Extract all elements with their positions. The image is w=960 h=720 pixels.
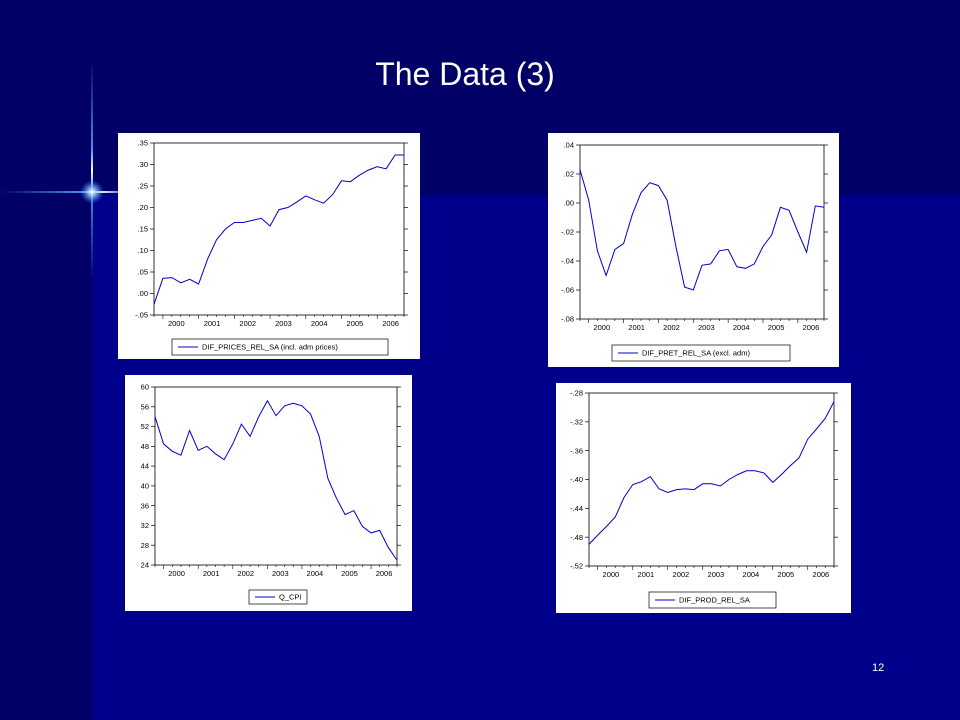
series-line [588, 401, 835, 545]
sparkle-glow [80, 180, 104, 204]
y-tick-label: 52 [141, 422, 149, 431]
x-tick-label: 2004 [743, 570, 760, 579]
y-tick-label: 56 [141, 402, 149, 411]
y-tick-label: 48 [141, 442, 149, 451]
y-tick-label: .30 [138, 160, 148, 169]
legend-box [171, 338, 389, 356]
sparkle-vertical-beam [91, 60, 93, 280]
plot-frame [588, 392, 835, 567]
legend-label: DIF_PRICES_REL_SA (incl. adm prices) [202, 343, 338, 352]
y-tick-label: 40 [141, 481, 149, 490]
x-tick-label: 2006 [382, 319, 399, 328]
y-tick-label: -.40 [570, 475, 583, 484]
x-tick-label: 2000 [168, 319, 185, 328]
y-tick-label: .05 [138, 268, 148, 277]
y-tick-label: 60 [141, 383, 149, 392]
y-tick-label: -.48 [570, 533, 583, 542]
chart-dif-pret: -.08 -.06 -.04 -.02 .00 .02 .04 2000 2001 2002 200… [548, 133, 839, 367]
y-tick-label: .25 [138, 182, 148, 191]
chart-dif-prod: -.52 -.48 -.44 -.40 -.36 -.32 -.28 2000 2001 2002… [556, 383, 851, 613]
y-tick-label: .15 [138, 225, 148, 234]
x-tick-label: 2000 [603, 570, 620, 579]
x-tick-label: 2004 [733, 323, 750, 332]
y-tick-label: 28 [141, 541, 149, 550]
x-tick-label: 2005 [347, 319, 364, 328]
x-tick-label: 2000 [168, 569, 185, 578]
slide-title: The Data (3) [375, 56, 555, 92]
y-tick-label: .02 [564, 170, 574, 179]
y-tick-label: .00 [564, 199, 574, 208]
x-tick-label: 2006 [376, 569, 393, 578]
series-line [579, 169, 825, 291]
x-tick-label: 2001 [203, 569, 220, 578]
plot-frame [154, 386, 398, 566]
x-tick-label: 2005 [778, 570, 795, 579]
chart-dif-pret-svg: -.08 -.06 -.04 -.02 .00 .02 .04 2000 2001 2002 200… [561, 141, 828, 362]
y-tick-label: -.28 [570, 389, 583, 398]
y-tick-label: .20 [138, 203, 148, 212]
series-line [153, 154, 404, 305]
chart-dif-prod-svg: -.52 -.48 -.44 -.40 -.36 -.32 -.28 2000 2001 2002… [570, 389, 838, 609]
y-tick-label: 36 [141, 501, 149, 510]
chart-q-cpi: 24 28 32 36 40 44 48 52 56 60 2000 2001 2002 2003 2004… [125, 375, 412, 611]
x-tick-label: 2002 [237, 569, 254, 578]
legend-box [248, 589, 308, 605]
y-tick-label: .00 [138, 289, 148, 298]
page-number: 12 [872, 662, 885, 674]
y-tick-label: 44 [141, 462, 149, 471]
legend-label: Q_CPI [279, 593, 302, 602]
x-tick-label: 2003 [275, 319, 292, 328]
chart-dif-prices: -.05 .00 .05 .10 .15 .20 .25 .30 .35 2000 2001 2002… [118, 133, 420, 359]
y-tick-label: -.52 [570, 562, 583, 571]
series-line [154, 399, 398, 561]
y-tick-label: -.08 [561, 315, 574, 324]
y-tick-label: 32 [141, 521, 149, 530]
plot-frame [579, 144, 825, 320]
legend-label: DIF_PROD_REL_SA [679, 596, 750, 605]
y-tick-label: -.06 [561, 286, 574, 295]
x-tick-label: 2002 [239, 319, 256, 328]
chart-dif-prices-svg: -.05 .00 .05 .10 .15 .20 .25 .30 .35 2000 2001 2002… [135, 139, 408, 356]
legend-box [648, 591, 777, 609]
y-tick-label: -.32 [570, 417, 583, 426]
y-tick-label: -.44 [570, 504, 583, 513]
legend-box [611, 344, 791, 362]
y-tick-label: -.36 [570, 446, 583, 455]
x-tick-label: 2005 [768, 323, 785, 332]
y-tick-label: -.04 [561, 257, 574, 266]
y-tick-label: -.05 [135, 311, 148, 320]
x-tick-label: 2003 [708, 570, 725, 579]
y-tick-label: .10 [138, 246, 148, 255]
x-tick-label: 2006 [803, 323, 820, 332]
y-tick-label: .04 [564, 141, 574, 150]
legend-label: DIF_PRET_REL_SA (excl. adm) [642, 349, 750, 358]
x-tick-label: 2000 [593, 323, 610, 332]
x-tick-label: 2001 [204, 319, 221, 328]
x-tick-label: 2002 [663, 323, 680, 332]
chart-q-cpi-svg: 24 28 32 36 40 44 48 52 56 60 2000 2001 2002 2003 2004… [141, 383, 401, 605]
x-tick-label: 2004 [311, 319, 328, 328]
x-tick-label: 2006 [813, 570, 830, 579]
x-tick-label: 2001 [628, 323, 645, 332]
x-tick-label: 2003 [272, 569, 289, 578]
x-tick-label: 2002 [673, 570, 690, 579]
y-tick-label: 24 [141, 561, 149, 570]
y-tick-label: .35 [138, 139, 148, 148]
plot-frame [153, 142, 405, 316]
x-tick-label: 2001 [638, 570, 655, 579]
x-tick-label: 2003 [698, 323, 715, 332]
x-tick-label: 2005 [341, 569, 358, 578]
y-tick-label: -.02 [561, 228, 574, 237]
left-dark-panel [0, 0, 92, 720]
x-tick-label: 2004 [307, 569, 324, 578]
